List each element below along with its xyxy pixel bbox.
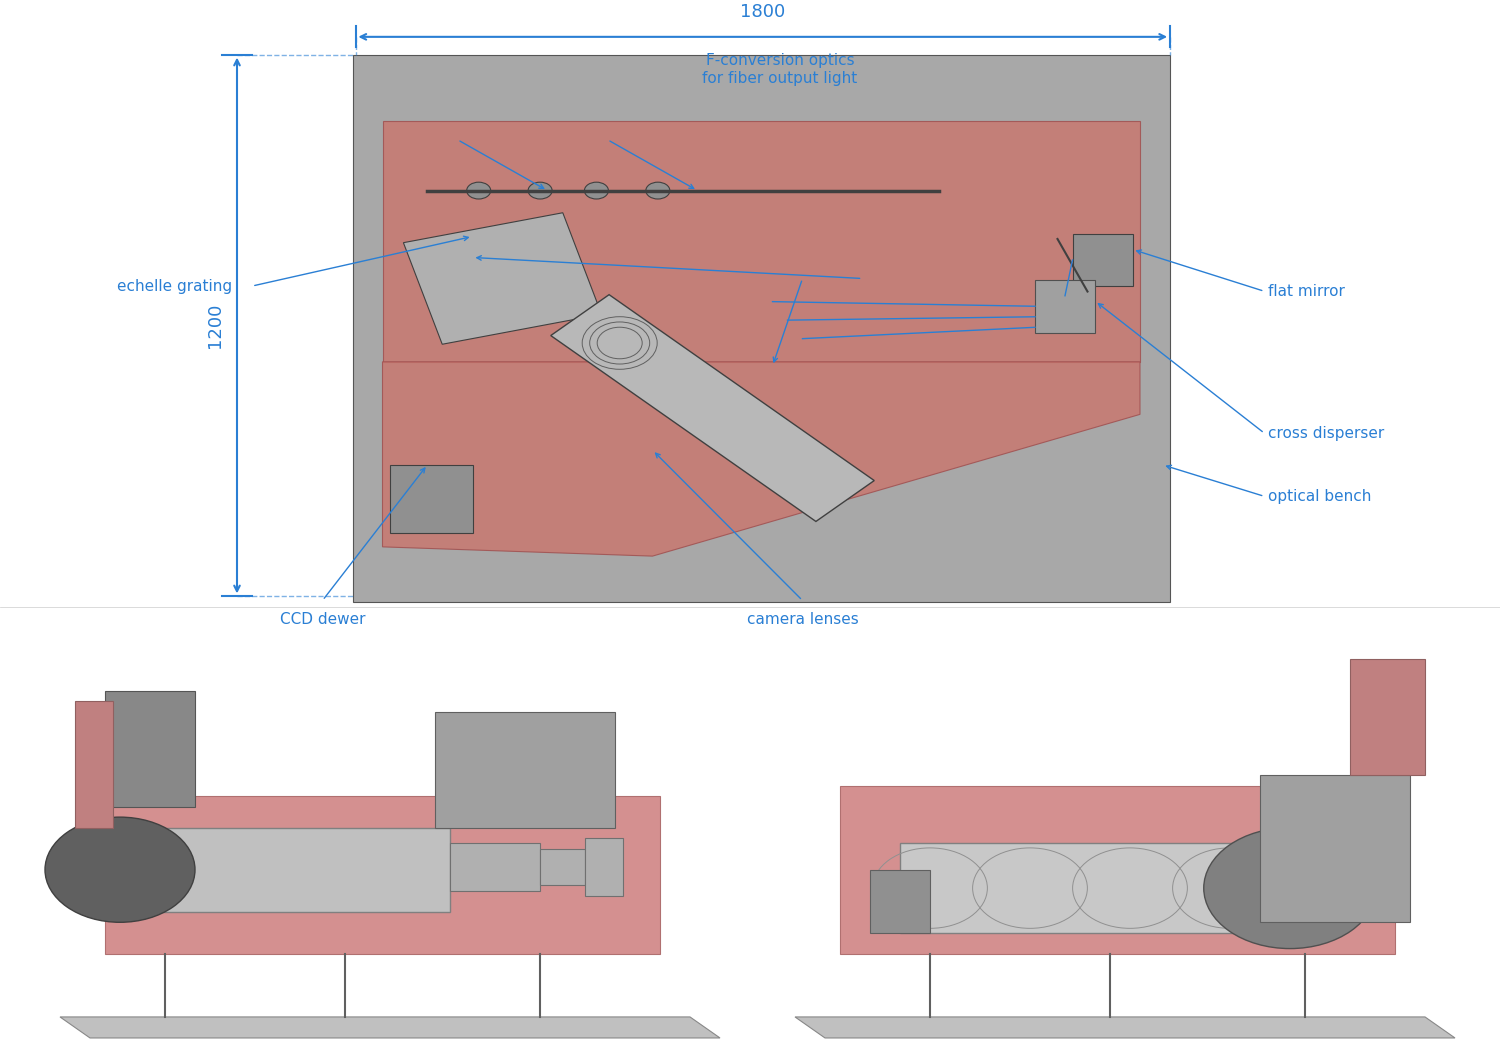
Bar [585, 838, 622, 896]
Bar [540, 848, 585, 885]
Text: camera lenses: camera lenses [747, 612, 858, 627]
Polygon shape [105, 796, 660, 954]
Text: cross disperser: cross disperser [1268, 426, 1383, 441]
Circle shape [1203, 828, 1377, 949]
Bar [870, 869, 930, 933]
Polygon shape [105, 690, 195, 807]
Polygon shape [382, 362, 1140, 556]
Text: flat mirror: flat mirror [1268, 284, 1344, 299]
Bar [900, 843, 1260, 933]
Bar [382, 121, 1140, 362]
Text: 1200: 1200 [206, 303, 224, 348]
Polygon shape [1350, 660, 1425, 775]
Text: F-conversion optics
for fiber output light: F-conversion optics for fiber output lig… [702, 53, 858, 86]
Bar [450, 843, 540, 891]
Text: optical bench: optical bench [1268, 489, 1371, 504]
Circle shape [466, 182, 490, 199]
Bar [1072, 234, 1132, 286]
Polygon shape [404, 213, 602, 344]
Text: 1800: 1800 [740, 3, 786, 21]
Bar [390, 465, 472, 533]
Circle shape [45, 818, 195, 922]
Text: CCD dewer: CCD dewer [279, 612, 366, 627]
Circle shape [585, 182, 609, 199]
Bar [352, 55, 1170, 602]
Circle shape [646, 182, 670, 199]
Bar [120, 828, 450, 912]
Text: echelle grating: echelle grating [117, 279, 232, 293]
Polygon shape [795, 1017, 1455, 1038]
Polygon shape [435, 712, 615, 828]
Bar [1260, 775, 1410, 922]
Circle shape [528, 182, 552, 199]
Polygon shape [550, 294, 874, 521]
Polygon shape [1035, 280, 1095, 333]
Polygon shape [60, 1017, 720, 1038]
Polygon shape [840, 786, 1395, 954]
Bar [75, 701, 112, 828]
